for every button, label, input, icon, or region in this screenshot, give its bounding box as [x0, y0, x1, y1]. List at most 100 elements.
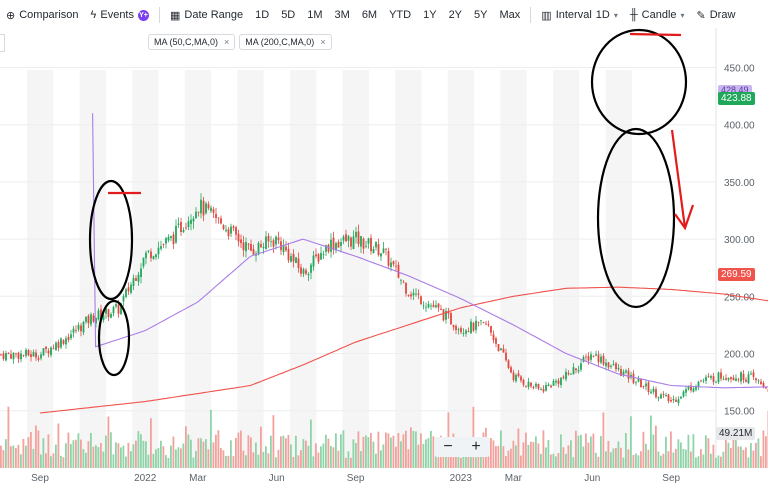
candle-body-178 — [445, 310, 447, 320]
candle-body-137 — [342, 236, 345, 241]
candle-body-129 — [322, 253, 325, 255]
candle-body-303 — [757, 380, 760, 382]
range-6m[interactable]: 6M — [361, 9, 378, 21]
candle-body-156 — [390, 262, 392, 268]
range-1d[interactable]: 1D — [255, 9, 270, 21]
volume-bar-241 — [602, 412, 605, 468]
ma200-price-tag: 269.59 — [718, 268, 755, 281]
candle-body-212 — [530, 382, 532, 387]
volume-bar-187 — [467, 456, 470, 468]
volume-bar-11 — [27, 437, 30, 468]
volume-bar-254 — [635, 453, 637, 468]
candle-body-126 — [315, 254, 317, 257]
ma200-chip[interactable]: MA (200,C,MA,0) × — [239, 34, 332, 50]
candle-body-56 — [140, 268, 142, 277]
candle-body-71 — [177, 223, 180, 225]
candle-body-54 — [135, 278, 137, 281]
candle-body-5 — [12, 352, 15, 360]
y-tick-label-6: 450.00 — [724, 64, 755, 75]
volume-bar-27 — [67, 432, 70, 468]
comparison-button[interactable]: ⊕ Comparison — [0, 9, 85, 22]
volume-bar-305 — [762, 430, 765, 468]
events-button[interactable]: ϟ Events Y+ — [85, 9, 155, 21]
volume-bar-15 — [37, 430, 40, 468]
range-3m[interactable]: 3M — [334, 9, 350, 21]
volume-bar-44 — [110, 432, 112, 468]
volume-bar-122 — [305, 440, 307, 468]
volume-bar-53 — [132, 444, 135, 468]
candle-body-183 — [457, 329, 460, 331]
candle-body-29 — [72, 328, 75, 333]
y-tick-label-3: 300.00 — [724, 235, 755, 246]
volume-bar-131 — [327, 438, 330, 468]
volume-bar-16 — [40, 454, 42, 468]
candle-body-173 — [432, 304, 435, 308]
candle-body-44 — [110, 314, 112, 318]
annotation-arrow-head — [674, 204, 695, 231]
candle-body-80 — [200, 199, 202, 214]
volume-bar-58 — [145, 441, 147, 468]
volume-bar-203 — [507, 450, 510, 468]
draw-button[interactable]: ✎ Draw — [691, 9, 742, 22]
range-2y[interactable]: 2Y — [448, 9, 463, 21]
volume-bar-62 — [155, 449, 157, 468]
candle-body-244 — [610, 365, 612, 367]
candle-body-176 — [440, 308, 442, 310]
volume-bar-168 — [420, 433, 422, 468]
volume-bar-126 — [315, 443, 317, 468]
candle-body-70 — [175, 225, 177, 243]
candle-body-175 — [437, 303, 440, 308]
candle-body-270 — [675, 399, 677, 402]
month-band-7 — [395, 70, 422, 468]
candle-body-22 — [55, 342, 57, 351]
volume-bar-72 — [180, 448, 182, 468]
candle-body-35 — [87, 315, 90, 324]
candle-body-51 — [127, 287, 130, 292]
volume-bar-177 — [442, 454, 445, 468]
volume-bar-115 — [287, 434, 290, 468]
close-icon[interactable]: × — [224, 37, 230, 47]
candle-body-9 — [22, 354, 25, 356]
candle-body-141 — [352, 236, 355, 249]
candle-body-229 — [572, 367, 575, 375]
volume-bar-14 — [35, 425, 37, 468]
candle-body-58 — [145, 252, 147, 259]
chart-type-button[interactable]: ╫ Candle ▾ — [624, 9, 691, 21]
range-max[interactable]: Max — [499, 9, 521, 21]
interval-button[interactable]: ▥ Interval 1D ▾ — [535, 9, 624, 22]
zoom-in-button[interactable]: + — [471, 438, 481, 455]
range-5y[interactable]: 5Y — [474, 9, 488, 21]
price-chart[interactable]: 150.00 200.00 250.00 300.00 350.00 400.00 450.… — [0, 28, 768, 489]
candle-body-85 — [212, 209, 215, 213]
range-ytd[interactable]: YTD — [389, 9, 412, 21]
volume-bar-292 — [730, 447, 732, 468]
candle-body-128 — [320, 252, 322, 260]
candle-body-255 — [637, 378, 640, 382]
candle-body-41 — [102, 315, 105, 320]
candle-body-205 — [512, 372, 515, 380]
candle-body-78 — [195, 211, 197, 219]
range-1y[interactable]: 1Y — [423, 9, 437, 21]
date-range-button[interactable]: ▦ Date Range — [164, 9, 249, 22]
ma200-chip-label: MA (200,C,MA,0) — [245, 37, 315, 47]
range-5d[interactable]: 5D — [281, 9, 296, 21]
ma50-chip[interactable]: MA (50,C,MA,0) × — [148, 34, 236, 50]
volume-bar-213 — [532, 442, 535, 468]
volume-bar-18 — [45, 453, 47, 468]
volume-bar-97 — [242, 450, 245, 468]
volume-bar-281 — [702, 454, 705, 468]
volume-bar-164 — [410, 427, 412, 468]
volume-bar-66 — [165, 455, 167, 468]
candle-body-13 — [32, 352, 35, 357]
volume-bar-30 — [75, 439, 77, 468]
zoom-out-button[interactable]: − — [443, 438, 453, 455]
candle-body-34 — [85, 316, 87, 322]
candle-body-66 — [165, 238, 167, 244]
range-1m[interactable]: 1M — [307, 9, 323, 21]
volume-bar-226 — [565, 453, 567, 468]
indicator-chip-collapsed[interactable] — [0, 34, 5, 52]
candle-body-199 — [497, 344, 500, 352]
annotation-ellipse-top-left — [88, 179, 134, 301]
volume-bar-269 — [672, 452, 675, 468]
close-icon[interactable]: × — [320, 37, 326, 47]
